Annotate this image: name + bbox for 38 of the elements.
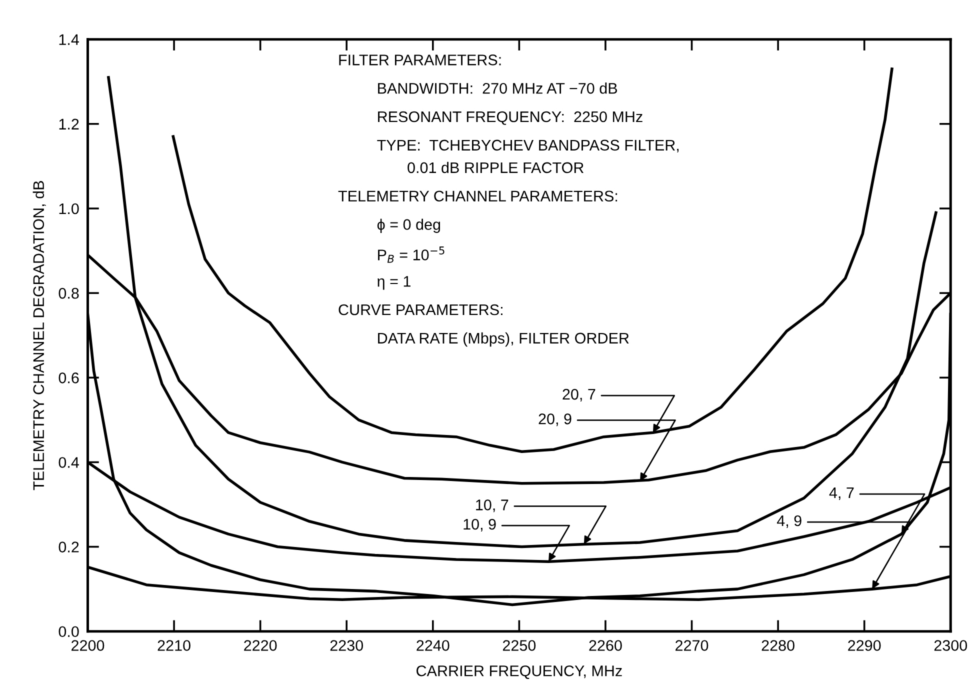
y-tick-label: 0.6 bbox=[58, 372, 79, 384]
annotation: 20, 9 bbox=[538, 414, 572, 426]
y-tick-label: 0.8 bbox=[58, 288, 79, 299]
annotation: 10, 9 bbox=[464, 518, 496, 532]
x-tick-label: 2280 bbox=[762, 640, 794, 651]
annotation: 0.01 dB RIPPLE FACTOR bbox=[408, 162, 584, 174]
x-tick-label: 2270 bbox=[676, 640, 708, 651]
y-tick-label: 0.0 bbox=[58, 626, 79, 638]
y-tick-label: 1.0 bbox=[59, 203, 79, 214]
annotation: 20, 7 bbox=[562, 388, 596, 402]
annotation: TYPE: TCHEBYCHEV BANDPASS FILTER, bbox=[377, 140, 679, 152]
annotation: FILTER PARAMETERS: bbox=[339, 54, 501, 66]
x-tick-label: 2260 bbox=[589, 640, 622, 651]
y-tick-label: 1.2 bbox=[59, 118, 79, 130]
annotation: 4, 7 bbox=[829, 488, 854, 500]
annotation: η = 1 bbox=[378, 276, 410, 290]
x-tick-label: 2290 bbox=[848, 640, 881, 651]
annotation: TELEMETRY CHANNEL PARAMETERS: bbox=[338, 190, 618, 202]
annotation: ϕ = 0 deg bbox=[377, 218, 440, 233]
x-tick-label: 2230 bbox=[330, 640, 364, 651]
annotation: P$_{B}$ = 10$^{−5}$ bbox=[378, 246, 444, 263]
x-tick-label: 2210 bbox=[158, 640, 190, 651]
x-tick-label: 2240 bbox=[416, 640, 450, 651]
y-tick-label: 0.2 bbox=[58, 542, 79, 552]
x-tick-label: 2300 bbox=[934, 640, 968, 651]
annotation: BANDWIDTH: 270 MHz AT −70 dB bbox=[378, 82, 618, 94]
x-axis-title: CARRIER FREQUENCY, MHz bbox=[416, 665, 622, 679]
y-tick-label: 1.4 bbox=[59, 34, 79, 45]
annotation: 10, 7 bbox=[476, 500, 508, 512]
y-axis-title: TELEMETRY CHANNEL DEGRADATION, dB bbox=[32, 181, 46, 490]
x-tick-label: 2250 bbox=[502, 640, 536, 651]
x-tick-label: 2220 bbox=[244, 640, 277, 651]
annotation: 4, 9 bbox=[776, 515, 802, 528]
annotation: DATA RATE (Mbps), FILTER ORDER bbox=[378, 332, 629, 347]
x-tick-label: 2200 bbox=[72, 640, 104, 651]
annotation: RESONANT FREQUENCY: 2250 MHz bbox=[378, 111, 642, 125]
annotation: CURVE PARAMETERS: bbox=[338, 304, 502, 316]
y-tick-label: 0.4 bbox=[58, 457, 79, 468]
